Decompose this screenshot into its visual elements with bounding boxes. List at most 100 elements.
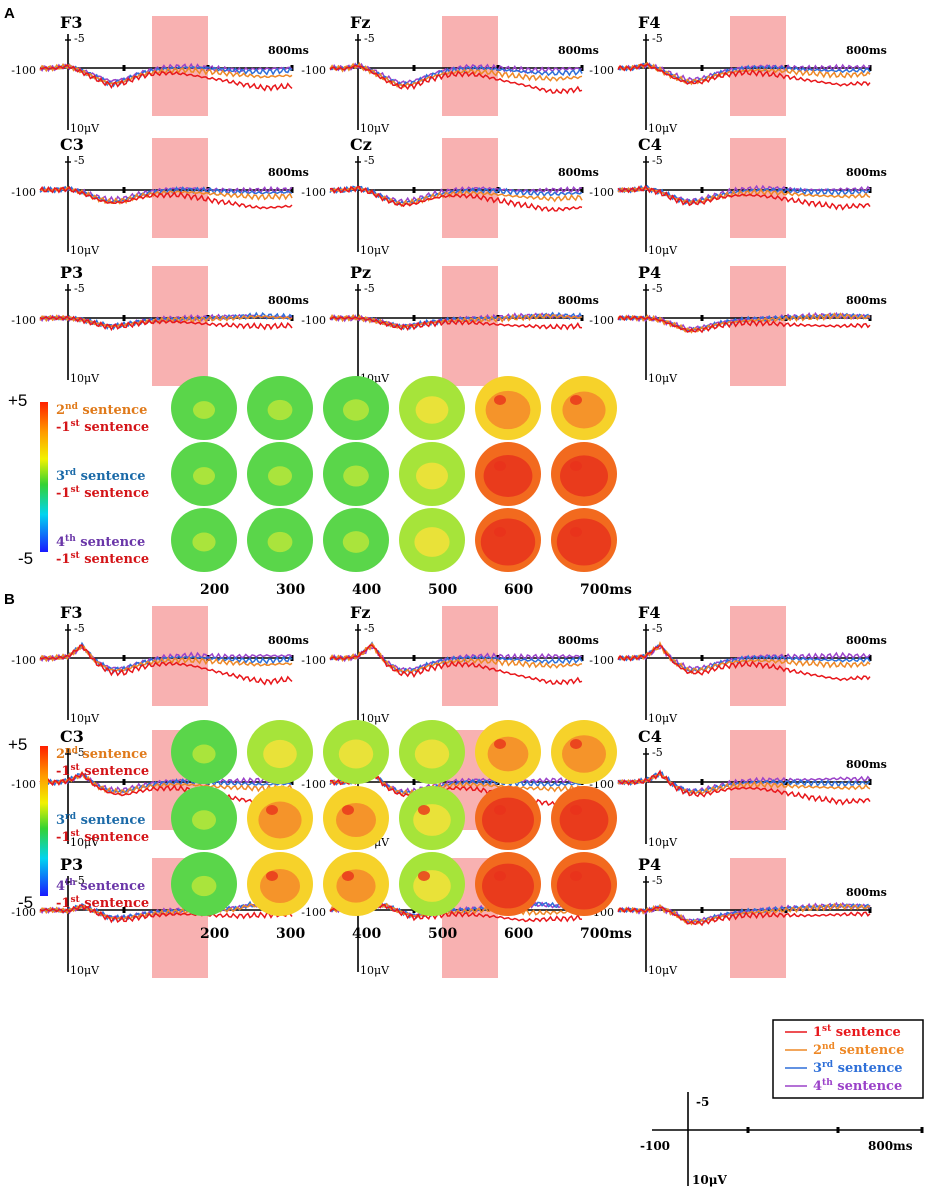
x-end-label-c4: 800ms — [846, 166, 887, 179]
map-time-label-400: 400 — [352, 926, 381, 942]
topomap-hotspot — [258, 801, 302, 839]
x-end-label-fz: 800ms — [558, 44, 599, 57]
topomap-hotspot — [342, 871, 354, 881]
topomap-hotspot — [260, 869, 300, 903]
y-pos-label-f3: 10μV — [70, 122, 100, 135]
x-end-label-f4: 800ms — [846, 44, 887, 57]
x-end-label-p4: 800ms — [846, 886, 887, 899]
topomap-hotspot — [570, 805, 582, 815]
x-tick-pz-800 — [580, 315, 584, 321]
topomap-hotspot — [570, 461, 582, 471]
erp-line-fz-s3 — [329, 63, 583, 88]
erp-line-p4-s2 — [617, 312, 871, 334]
text-span: sentence — [78, 403, 147, 418]
highlight-window-f4 — [730, 606, 786, 706]
x-tick-fz-800 — [580, 655, 584, 661]
x-tick-c4-200 — [700, 779, 704, 785]
x-end-label-c3: 800ms — [268, 166, 309, 179]
x-start-label-pz: -100 — [301, 314, 326, 327]
topomap-hotspot — [494, 739, 506, 749]
x-tick-c3-800 — [290, 187, 294, 193]
topomap-hotspot — [414, 739, 450, 769]
topomap-hotspot — [559, 799, 609, 841]
topomap-hotspot — [415, 396, 449, 424]
erp-line-c4-s1 — [617, 769, 871, 806]
text-span: -1 — [56, 764, 70, 779]
erp-line-f3-s3 — [39, 641, 293, 674]
topomap-hotspot — [266, 805, 278, 815]
y-neg-label-p4: -5 — [652, 874, 663, 887]
erp-line-f4-s1 — [617, 644, 871, 682]
electrode-label-fz: Fz — [350, 603, 370, 622]
map-condition-a-2: 3rd sentence — [56, 812, 146, 828]
map-condition-b-1: -1st sentence — [56, 763, 149, 779]
text-span: sentence — [80, 420, 149, 435]
text-span: 4 — [56, 535, 65, 550]
text-span: sentence — [80, 486, 149, 501]
erp-line-p3-s3 — [39, 900, 293, 922]
x-start-label-c3: -100 — [11, 186, 36, 199]
x-end-label-fz: 800ms — [558, 634, 599, 647]
text-span: nd — [822, 1042, 836, 1052]
y-pos-label-cz: 10μV — [360, 244, 390, 257]
erp-line-p3-s3 — [39, 311, 293, 331]
x-tick-f3-800 — [290, 65, 294, 71]
map-time-label-300: 300 — [276, 582, 305, 598]
x-start-label-f4: -100 — [589, 64, 614, 77]
topomap-hotspot — [263, 739, 297, 769]
erp-line-p4-s1 — [617, 315, 871, 334]
colorbar-max-label: +5 — [8, 735, 27, 754]
colorbar-A — [40, 402, 48, 552]
y-neg-label-p4: -5 — [652, 282, 663, 295]
text-span: sentence — [80, 896, 149, 911]
text-span: sentence — [80, 830, 149, 845]
text-span: st — [70, 551, 80, 561]
panel-label-B: B — [4, 591, 15, 608]
topomap-hotspot — [570, 871, 582, 881]
topomap-hotspot — [268, 466, 292, 486]
map-time-label-200: 200 — [200, 926, 229, 942]
text-span: st — [822, 1024, 832, 1034]
legend-label-s2: 2nd sentence — [813, 1042, 904, 1058]
electrode-label-f3: F3 — [60, 603, 83, 622]
x-start-label-f3: -100 — [11, 64, 36, 77]
erp-line-p4-s1 — [617, 906, 871, 927]
erp-line-fz-s1 — [329, 644, 583, 686]
topomap-hotspot — [342, 805, 354, 815]
x-end-label-p4: 800ms — [846, 294, 887, 307]
text-span: sentence — [831, 1025, 900, 1040]
x-tick-f4-200 — [700, 655, 704, 661]
x-end-label-f3: 800ms — [268, 44, 309, 57]
text-span: -1 — [56, 486, 70, 501]
topomap-hotspot — [482, 863, 534, 909]
text-span: nd — [65, 402, 79, 412]
text-span: 2 — [56, 403, 65, 418]
erp-line-p3-s2 — [39, 903, 293, 921]
x-start-label-pz: -100 — [301, 906, 326, 919]
scale-x-end-label: 800ms — [868, 1139, 913, 1153]
highlight-window-pz — [442, 266, 498, 386]
legend-label-s3: 3rd sentence — [813, 1060, 903, 1076]
y-pos-label-fz: 10μV — [360, 122, 390, 135]
x-tick-f3-800 — [290, 655, 294, 661]
topomap-hotspot — [416, 462, 448, 490]
electrode-label-p4: P4 — [638, 263, 661, 282]
text-span: nd — [65, 746, 79, 756]
topomap-hotspot — [336, 803, 376, 837]
map-time-label-600: 600 — [504, 582, 533, 598]
highlight-window-p3 — [152, 266, 208, 386]
text-span: sentence — [78, 747, 147, 762]
text-span: 4 — [56, 879, 65, 894]
x-tick-fz-200 — [412, 655, 416, 661]
x-tick-p4-800 — [868, 907, 872, 913]
y-pos-label-c4: 10μV — [648, 836, 678, 849]
topomap-hotspot — [562, 391, 606, 429]
erp-line-p3-s1 — [39, 904, 293, 924]
electrode-label-p3: P3 — [60, 855, 83, 874]
map-condition-b-3: -1st sentence — [56, 551, 149, 567]
x-tick-c4-200 — [700, 187, 704, 193]
text-span: 4 — [813, 1079, 822, 1094]
topomap-hotspot — [487, 736, 529, 772]
electrode-label-pz: Pz — [350, 263, 371, 282]
y-pos-label-p3: 10μV — [70, 372, 100, 385]
